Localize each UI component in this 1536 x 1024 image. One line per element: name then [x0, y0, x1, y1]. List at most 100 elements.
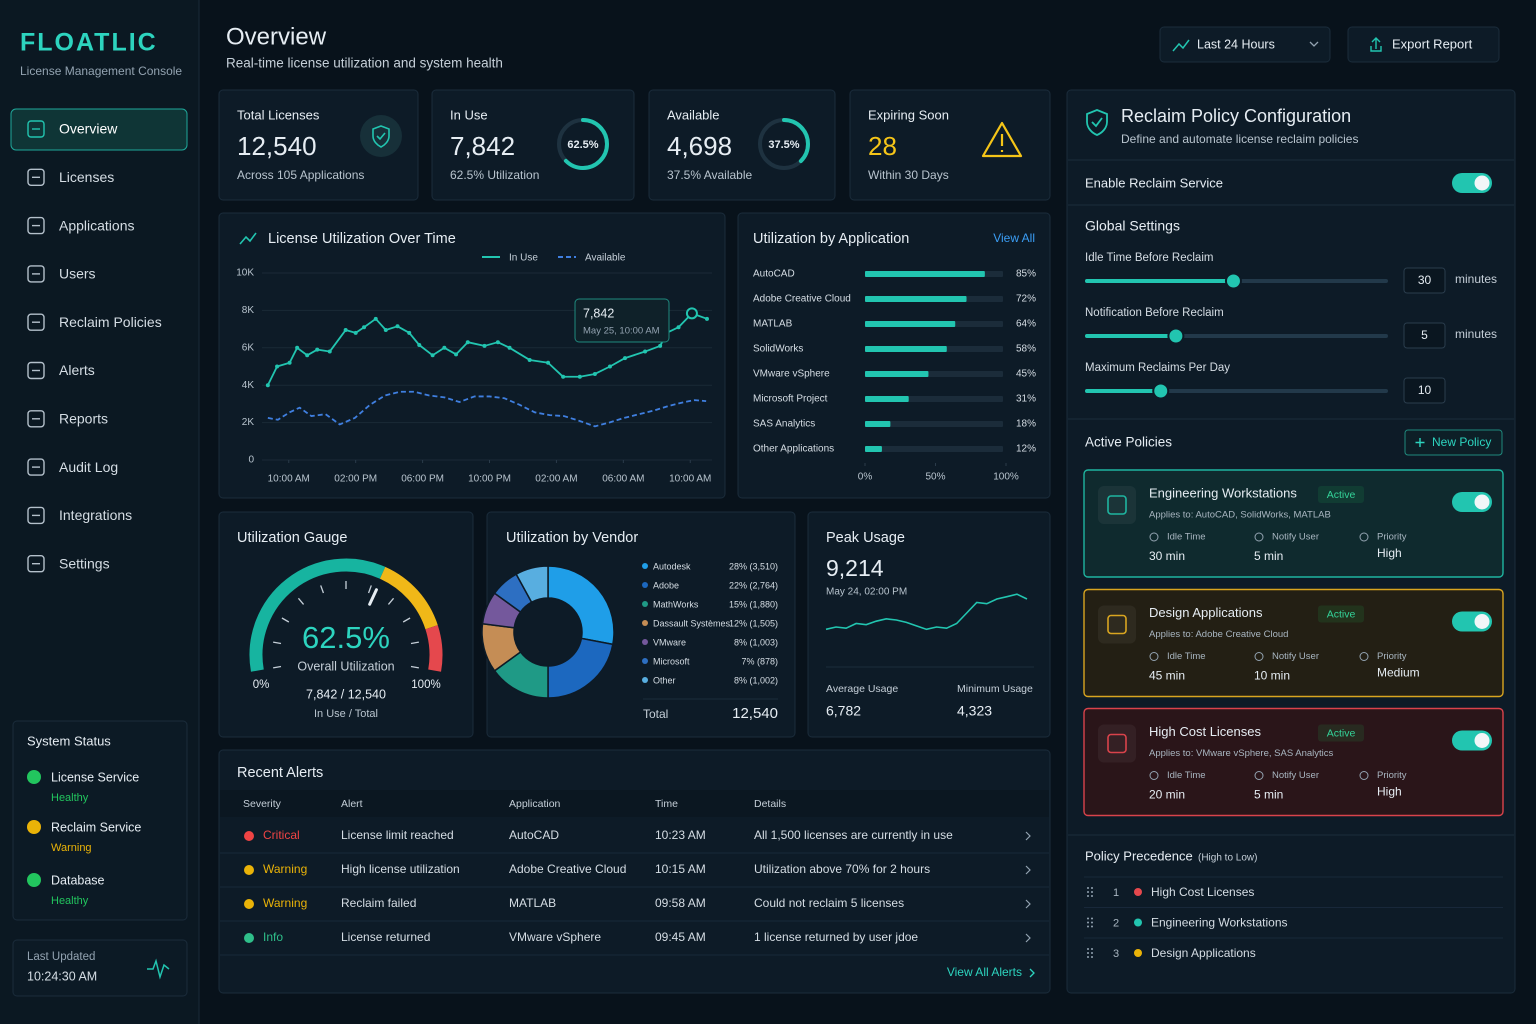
nav-item[interactable]: Audit Log: [59, 459, 118, 475]
export-label[interactable]: Export Report: [1392, 36, 1473, 51]
page-title: Overview: [226, 23, 327, 50]
nav-item[interactable]: Settings: [59, 555, 110, 571]
nav-item[interactable]: Users: [59, 266, 96, 282]
toggle-knob[interactable]: [1474, 614, 1490, 629]
slider-fill[interactable]: [1085, 389, 1161, 393]
toggle-knob[interactable]: [1474, 175, 1490, 191]
section-note: (High to Low): [1198, 853, 1257, 864]
section-title: Policy Precedence: [1085, 848, 1193, 863]
severity-dot: [244, 899, 254, 909]
gauge-caption: Overall Utilization: [297, 659, 394, 673]
panel-title: Reclaim Policy Configuration: [1121, 106, 1351, 126]
drag-handle[interactable]: [1091, 895, 1093, 897]
export-button[interactable]: [1347, 26, 1500, 63]
nav-item[interactable]: Alerts: [59, 362, 95, 378]
x-tick-label: 10:00 AM: [669, 474, 711, 485]
nav-item[interactable]: Reclaim Policies: [59, 314, 162, 330]
range-label[interactable]: Last 24 Hours: [1197, 37, 1275, 51]
nav-item[interactable]: Overview: [59, 121, 118, 137]
nav-item[interactable]: Applications: [59, 217, 135, 233]
gauge-card: [218, 511, 474, 738]
new-policy-label[interactable]: New Policy: [1432, 435, 1491, 449]
row-chevron[interactable]: [1025, 933, 1031, 943]
number-input[interactable]: [1403, 322, 1446, 349]
drag-handle[interactable]: [1087, 921, 1089, 924]
legend-label: Dassault Systèmes: [653, 618, 731, 628]
toggle-knob[interactable]: [1474, 733, 1490, 748]
legend-label: VMware: [653, 637, 686, 647]
field-label: Idle Time: [1167, 770, 1206, 781]
status-badge: [1318, 605, 1364, 623]
field-value: 5 min: [1254, 788, 1283, 802]
drag-handle[interactable]: [1091, 952, 1093, 954]
cell: 10:15 AM: [655, 862, 706, 876]
table-header-bg: [220, 790, 1049, 817]
new-policy-button[interactable]: [1404, 429, 1503, 456]
row-chevron[interactable]: [1025, 831, 1031, 841]
drag-handle[interactable]: [1091, 891, 1093, 893]
nav-item[interactable]: Integrations: [59, 507, 132, 523]
legend-dot: [642, 620, 648, 626]
policy-name: High Cost Licenses: [1149, 724, 1261, 739]
row-chevron[interactable]: [1025, 899, 1031, 909]
toggle-knob[interactable]: [1474, 494, 1490, 510]
legend-label: Other: [653, 675, 676, 685]
field-value: 45 min: [1149, 669, 1185, 683]
slider-fill[interactable]: [1085, 279, 1234, 283]
nav-active[interactable]: [10, 108, 188, 151]
slider-thumb[interactable]: [1152, 382, 1170, 400]
drag-handle[interactable]: [1091, 948, 1093, 950]
range-select[interactable]: [1159, 26, 1331, 63]
policy-card[interactable]: [1083, 588, 1504, 698]
nav-item[interactable]: Reports: [59, 411, 108, 427]
slider-thumb[interactable]: [1167, 327, 1185, 345]
cell: 09:45 AM: [655, 930, 706, 944]
input-value[interactable]: 10: [1418, 383, 1432, 397]
cell: All 1,500 licenses are currently in use: [754, 828, 953, 842]
drag-handle[interactable]: [1087, 895, 1089, 897]
unit-label: minutes: [1455, 327, 1497, 341]
drag-handle[interactable]: [1087, 925, 1089, 928]
x-tick-label: 50%: [925, 472, 945, 483]
link-chevron[interactable]: [1029, 968, 1035, 978]
policy-card[interactable]: [1083, 469, 1504, 578]
input-value[interactable]: 5: [1421, 328, 1428, 342]
slider-thumb[interactable]: [1224, 272, 1242, 290]
cell: 10:23 AM: [655, 828, 706, 842]
drag-handle[interactable]: [1091, 925, 1093, 928]
kpi-note: Across 105 Applications: [237, 168, 364, 182]
value-label: 58%: [1016, 344, 1036, 355]
field-value: 10 min: [1254, 669, 1290, 683]
slider-fill[interactable]: [1085, 334, 1176, 338]
export-icon: [1370, 37, 1382, 52]
drag-handle[interactable]: [1087, 917, 1089, 920]
number-input[interactable]: [1403, 267, 1446, 294]
series-point: [295, 345, 300, 350]
drag-handle[interactable]: [1087, 887, 1089, 889]
nav-item[interactable]: Licenses: [59, 169, 114, 185]
policy-card[interactable]: [1083, 707, 1504, 817]
number-input[interactable]: [1403, 377, 1446, 404]
view-all-link[interactable]: View All: [993, 231, 1035, 245]
legend-value: 15% (1,880): [729, 599, 778, 609]
view-all-alerts[interactable]: View All Alerts: [947, 965, 1022, 979]
drag-handle[interactable]: [1091, 917, 1093, 920]
nav-icon: [27, 410, 45, 428]
drag-handle[interactable]: [1087, 956, 1089, 958]
drag-handle[interactable]: [1091, 887, 1093, 889]
drag-handle[interactable]: [1087, 948, 1089, 950]
drag-handle[interactable]: [1091, 956, 1093, 958]
field-icon: [1359, 771, 1369, 780]
series-point: [442, 345, 447, 350]
series-point: [495, 340, 500, 345]
rank: 2: [1113, 917, 1119, 929]
input-value[interactable]: 30: [1418, 273, 1432, 287]
chevron: [1309, 41, 1319, 47]
category-label: Adobe Creative Cloud: [753, 294, 851, 305]
drag-handle[interactable]: [1091, 921, 1093, 924]
sparkline: [825, 593, 1028, 631]
row-chevron[interactable]: [1025, 865, 1031, 875]
y-tick-label: 8K: [242, 305, 255, 316]
drag-handle[interactable]: [1087, 891, 1089, 893]
drag-handle[interactable]: [1087, 952, 1089, 954]
